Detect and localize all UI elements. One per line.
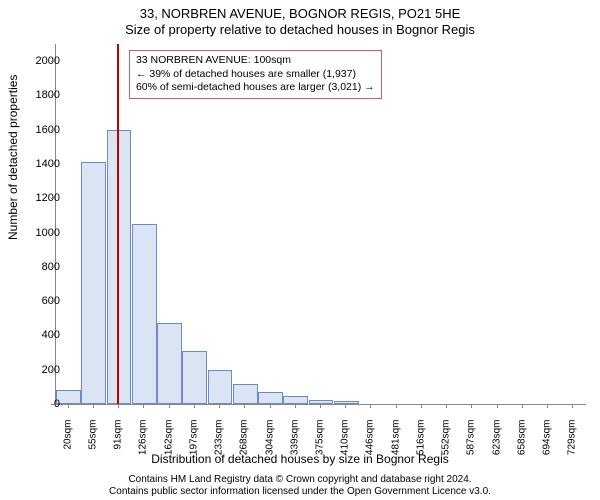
x-tick-label: 481sqm <box>390 420 401 470</box>
x-tick-mark <box>572 404 573 408</box>
annotation-line: 33 NORBREN AVENUE: 100sqm <box>136 54 375 68</box>
y-tick-mark <box>51 164 55 165</box>
x-tick-label: 233sqm <box>214 420 225 470</box>
x-tick-mark <box>118 404 119 408</box>
y-tick-mark <box>51 370 55 371</box>
x-tick-label: 304sqm <box>264 420 275 470</box>
footnote-line2: Contains public sector information licen… <box>0 486 600 498</box>
x-tick-mark <box>497 404 498 408</box>
bar <box>182 351 207 404</box>
bar <box>132 224 157 404</box>
x-tick-mark <box>396 404 397 408</box>
x-tick-label: 410sqm <box>340 420 351 470</box>
y-tick-mark <box>51 301 55 302</box>
x-tick-label: 446sqm <box>365 420 376 470</box>
annotation-line: ← 39% of detached houses are smaller (1,… <box>136 68 375 82</box>
x-tick-mark <box>471 404 472 408</box>
x-tick-mark <box>244 404 245 408</box>
bar <box>81 162 106 404</box>
bar <box>283 396 308 404</box>
x-tick-mark <box>446 404 447 408</box>
x-tick-label: 197sqm <box>188 420 199 470</box>
x-tick-label: 694sqm <box>542 420 553 470</box>
x-tick-label: 268sqm <box>239 420 250 470</box>
x-tick-mark <box>219 404 220 408</box>
x-tick-mark <box>295 404 296 408</box>
bar <box>258 392 283 404</box>
y-tick-mark <box>51 95 55 96</box>
x-tick-mark <box>345 404 346 408</box>
chart-title-line1: 33, NORBREN AVENUE, BOGNOR REGIS, PO21 5… <box>0 6 600 21</box>
annotation-box: 33 NORBREN AVENUE: 100sqm← 39% of detach… <box>129 50 382 99</box>
marker-line <box>117 44 119 404</box>
x-tick-label: 20sqm <box>62 420 73 470</box>
y-axis-label: Number of detached properties <box>6 75 20 240</box>
bar <box>107 130 132 404</box>
x-tick-label: 375sqm <box>315 420 326 470</box>
plot-area: 33 NORBREN AVENUE: 100sqm← 39% of detach… <box>55 44 586 405</box>
x-tick-label: 516sqm <box>415 420 426 470</box>
x-tick-mark <box>270 404 271 408</box>
x-tick-label: 658sqm <box>516 420 527 470</box>
chart-container: 33, NORBREN AVENUE, BOGNOR REGIS, PO21 5… <box>0 0 600 500</box>
x-tick-mark <box>93 404 94 408</box>
footnote: Contains HM Land Registry data © Crown c… <box>0 474 600 498</box>
x-tick-mark <box>169 404 170 408</box>
x-tick-mark <box>320 404 321 408</box>
x-tick-mark <box>522 404 523 408</box>
y-tick-mark <box>51 61 55 62</box>
y-tick-mark <box>51 404 55 405</box>
x-tick-mark <box>143 404 144 408</box>
y-tick-mark <box>51 198 55 199</box>
bar <box>157 323 182 404</box>
x-tick-label: 623sqm <box>491 420 502 470</box>
chart-title-line2: Size of property relative to detached ho… <box>0 22 600 37</box>
y-tick-mark <box>51 267 55 268</box>
x-tick-label: 587sqm <box>466 420 477 470</box>
x-tick-mark <box>68 404 69 408</box>
y-tick-mark <box>51 233 55 234</box>
x-tick-label: 552sqm <box>441 420 452 470</box>
y-tick-mark <box>51 130 55 131</box>
footnote-line1: Contains HM Land Registry data © Crown c… <box>0 474 600 486</box>
x-tick-label: 162sqm <box>163 420 174 470</box>
x-tick-label: 55sqm <box>87 420 98 470</box>
x-tick-label: 91sqm <box>113 420 124 470</box>
x-tick-mark <box>370 404 371 408</box>
bar <box>208 370 233 404</box>
x-tick-mark <box>194 404 195 408</box>
x-tick-mark <box>547 404 548 408</box>
y-tick-mark <box>51 335 55 336</box>
annotation-line: 60% of semi-detached houses are larger (… <box>136 81 375 95</box>
x-tick-label: 729sqm <box>567 420 578 470</box>
x-tick-mark <box>421 404 422 408</box>
x-tick-label: 126sqm <box>138 420 149 470</box>
bar <box>233 384 258 404</box>
x-tick-label: 339sqm <box>289 420 300 470</box>
